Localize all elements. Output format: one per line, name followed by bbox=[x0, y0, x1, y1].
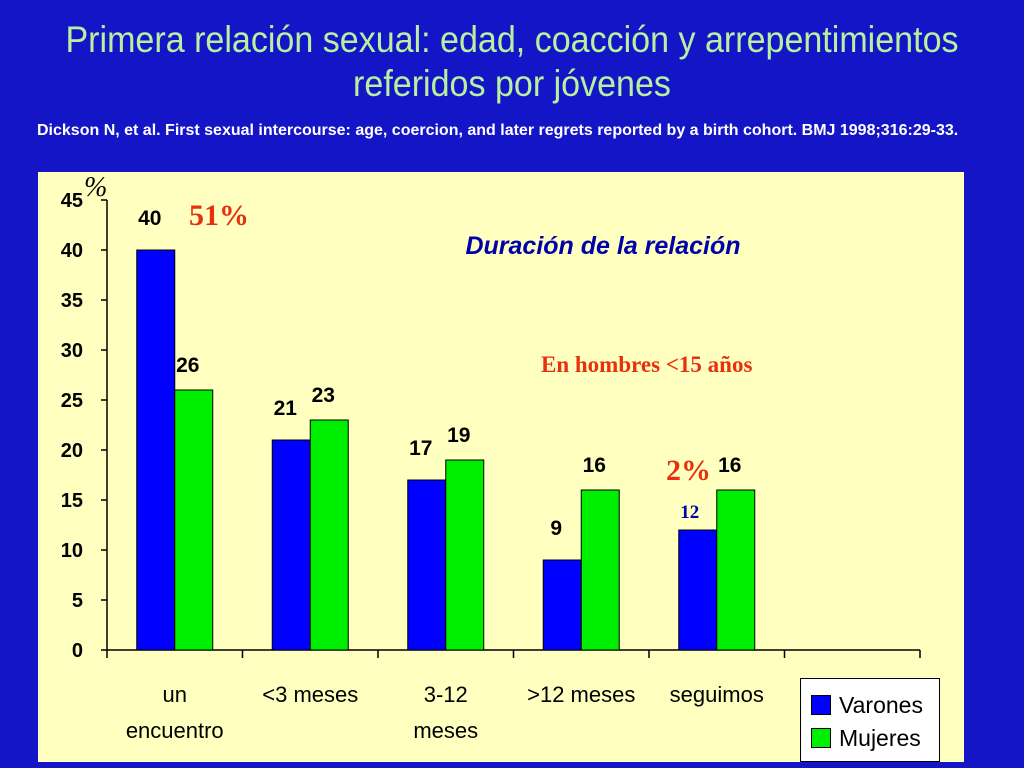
citation: Dickson N, et al. First sexual intercour… bbox=[37, 122, 959, 139]
y-tick-label: 40 bbox=[61, 240, 83, 262]
chart-annotation-subtitle: Duración de la relación bbox=[465, 232, 740, 260]
x-category-label: un bbox=[163, 682, 187, 707]
x-category-label: encuentro bbox=[126, 718, 224, 743]
data-label-mujeres: 16 bbox=[718, 454, 741, 477]
x-category-label: <3 meses bbox=[262, 682, 358, 707]
chart-annotation-pct-first: 51% bbox=[189, 199, 249, 232]
bar-mujeres bbox=[716, 489, 756, 651]
bar-varones bbox=[678, 529, 718, 651]
y-tick-label: 5 bbox=[72, 590, 83, 612]
x-category-label: seguimos bbox=[670, 682, 764, 707]
y-tick-label: 45 bbox=[61, 190, 83, 212]
y-tick-label: 15 bbox=[61, 490, 83, 512]
chart-annotation-note: En hombres <15 años bbox=[541, 352, 752, 377]
legend-swatch-varones bbox=[811, 695, 831, 715]
chart-annotation-pct-last: 2% bbox=[666, 454, 711, 487]
y-tick-label: 30 bbox=[61, 340, 83, 362]
legend-item-mujeres: Mujeres bbox=[811, 725, 921, 751]
bar-mujeres bbox=[174, 389, 214, 651]
legend-swatch-mujeres bbox=[811, 728, 831, 748]
legend-label-mujeres: Mujeres bbox=[839, 724, 921, 751]
title-line-1: Primera relación sexual: edad, coacción … bbox=[65, 19, 959, 60]
data-label-varones: 21 bbox=[274, 397, 298, 420]
data-label-mujeres: 19 bbox=[447, 424, 470, 447]
y-tick-label: 35 bbox=[61, 290, 83, 312]
bar-mujeres bbox=[445, 459, 485, 651]
chart-panel: 0 5 10 15 20 25 30 35 40 45% 40 26 un encuentro 21 23 <3… bbox=[38, 172, 964, 762]
data-label-mujeres: 26 bbox=[176, 354, 199, 377]
bar-varones bbox=[542, 559, 582, 651]
legend-label-varones: Varones bbox=[839, 691, 923, 718]
data-label-varones: 12 bbox=[680, 502, 699, 523]
x-category-label: meses bbox=[413, 718, 478, 743]
x-category-label: >12 meses bbox=[527, 682, 635, 707]
data-label-varones: 40 bbox=[138, 207, 161, 230]
title-line-2: referidos por jóvenes bbox=[353, 63, 671, 104]
data-label-mujeres: 16 bbox=[583, 454, 606, 477]
bar-mujeres bbox=[309, 419, 349, 651]
bar-varones bbox=[407, 479, 447, 651]
bar-varones bbox=[271, 439, 311, 651]
data-label-mujeres: 23 bbox=[312, 384, 335, 407]
y-tick-label: 10 bbox=[61, 540, 83, 562]
data-label-varones: 17 bbox=[409, 437, 432, 460]
data-label-varones: 9 bbox=[550, 517, 562, 540]
legend-item-varones: Varones bbox=[811, 692, 923, 718]
legend: Varones Mujeres bbox=[800, 678, 940, 762]
y-tick-label: 20 bbox=[61, 440, 83, 462]
y-axis-unit-label: % bbox=[84, 172, 107, 203]
bar-varones bbox=[136, 249, 176, 651]
bar-mujeres bbox=[580, 489, 620, 651]
bar-chart: 0 5 10 15 20 25 30 35 40 45 % 40 26 un encuentro 21 23 <3… bbox=[61, 172, 921, 743]
y-tick-label: 0 bbox=[72, 640, 83, 662]
y-tick-label: 25 bbox=[61, 390, 83, 412]
x-category-label: 3-12 bbox=[424, 682, 468, 707]
slide-title: Primera relación sexual: edad, coacción … bbox=[41, 18, 983, 106]
